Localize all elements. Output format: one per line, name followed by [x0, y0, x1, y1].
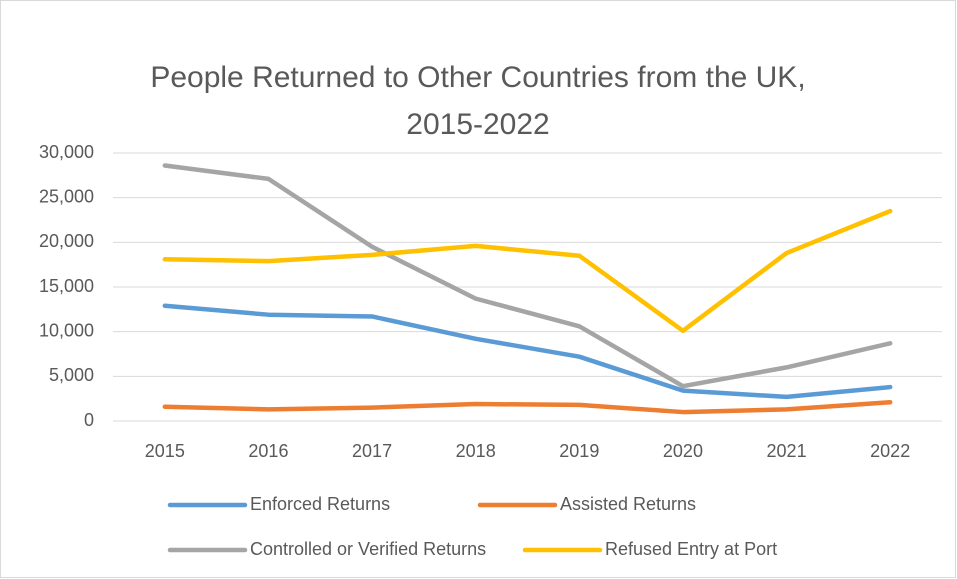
series-line — [162, 399, 893, 415]
x-tick-label: 2019 — [559, 441, 599, 461]
x-tick-label: 2018 — [456, 441, 496, 461]
legend-label: Assisted Returns — [560, 494, 696, 514]
y-tick-label: 25,000 — [39, 186, 94, 206]
y-tick-label: 10,000 — [39, 320, 94, 340]
x-tick-label: 2022 — [870, 441, 910, 461]
x-tick-label: 2021 — [767, 441, 807, 461]
series-line — [162, 208, 893, 334]
y-tick-label: 15,000 — [39, 276, 94, 296]
legend-label: Enforced Returns — [250, 494, 390, 514]
legend-label: Controlled or Verified Returns — [250, 539, 486, 559]
series-line — [162, 303, 893, 400]
x-tick-label: 2016 — [248, 441, 288, 461]
legend-label: Refused Entry at Port — [605, 539, 777, 559]
y-tick-label: 0 — [84, 410, 94, 430]
chart-title: People Returned to Other Countries from … — [150, 61, 806, 141]
x-tick-label: 2015 — [145, 441, 185, 461]
series-line — [162, 163, 893, 389]
x-tick-label: 2020 — [663, 441, 703, 461]
y-tick-label: 5,000 — [49, 365, 94, 385]
y-tick-label: 30,000 — [39, 142, 94, 162]
x-tick-label: 2017 — [352, 441, 392, 461]
y-tick-label: 20,000 — [39, 231, 94, 251]
